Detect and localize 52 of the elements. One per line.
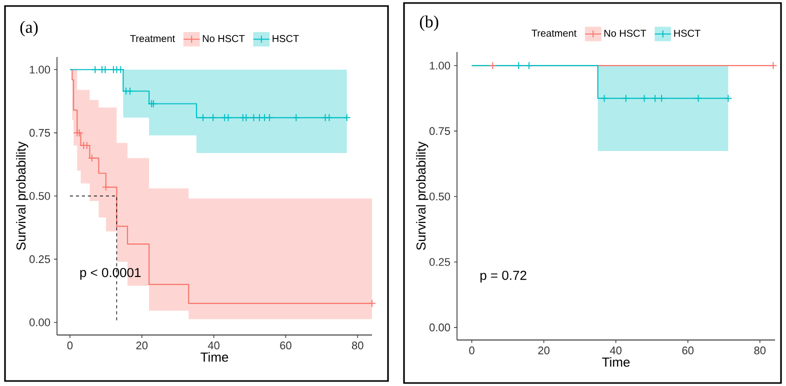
point: [224, 114, 232, 122]
point: [292, 114, 300, 122]
point: [126, 87, 134, 96]
x-tick-label: 60: [280, 342, 292, 350]
y-tick-label: 0.75: [429, 127, 450, 135]
point: [102, 183, 110, 192]
point: [260, 114, 268, 122]
legend-label: HSCT: [272, 35, 299, 42]
chart-title: (b): [420, 16, 438, 31]
y-tick-label: 1.00: [430, 62, 450, 70]
point: [199, 114, 207, 122]
y-tick-label: 0.00: [29, 318, 50, 326]
x-tick-label: 0: [67, 342, 73, 350]
x-tick-label: 80: [754, 346, 766, 354]
annotation: p < 0.0001: [80, 268, 141, 280]
x-tick-label: 20: [538, 346, 550, 354]
y-tick-label: 0.50: [29, 192, 50, 200]
y-tick-label: 0.75: [29, 128, 50, 137]
point: [255, 114, 264, 122]
legend-title: Treatment: [532, 30, 577, 37]
point: [266, 114, 274, 122]
point: [368, 299, 376, 308]
y-tick-label: 0.00: [429, 324, 450, 332]
legend-label: No HSCT: [202, 35, 245, 42]
point: [250, 114, 258, 122]
x-tick-label: 40: [208, 342, 220, 350]
point: [75, 128, 84, 137]
x-tick-label: 20: [136, 342, 148, 350]
point: [91, 66, 100, 74]
point: [209, 114, 218, 122]
y-axis-title: Survival probability: [416, 142, 428, 250]
y-tick-label: 0.25: [429, 258, 450, 266]
x-axis-title: Time: [200, 352, 228, 362]
point: [116, 66, 125, 74]
point: [342, 114, 351, 122]
x-tick-label: 40: [610, 346, 622, 354]
y-tick-label: 0.25: [29, 255, 50, 264]
x-tick-label: 0: [469, 346, 474, 354]
annotation: p = 0.72: [480, 270, 526, 283]
legend-label: HSCT: [674, 30, 700, 37]
point: [325, 114, 334, 122]
legend-label: No HSCT: [604, 30, 646, 37]
y-axis-title: Survival probability: [16, 142, 28, 250]
x-tick-label: 80: [352, 342, 364, 350]
point: [73, 128, 82, 137]
x-axis-title: Time: [602, 357, 630, 367]
point: [88, 154, 96, 162]
chart-title: (a): [20, 20, 38, 36]
y-tick-label: 1.00: [30, 66, 50, 74]
x-tick-label: 60: [682, 346, 694, 354]
legend-title: Treatment: [130, 35, 176, 42]
y-tick-label: 0.50: [429, 192, 450, 200]
